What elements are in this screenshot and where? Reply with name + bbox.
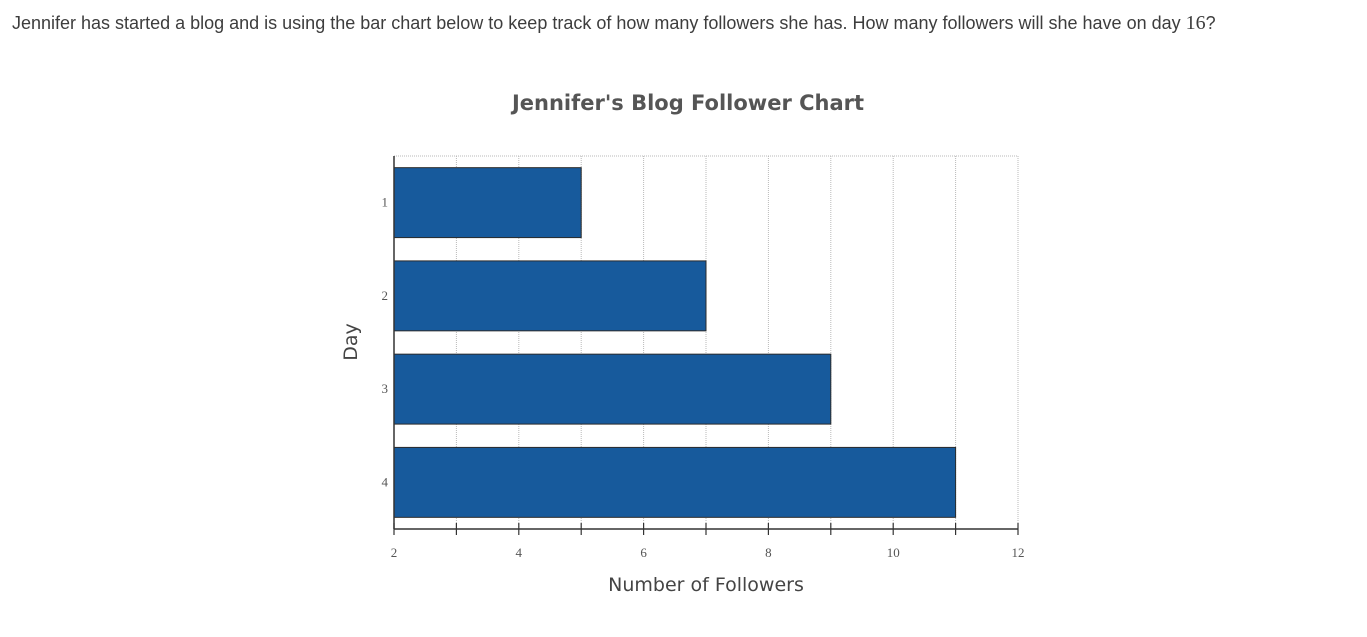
x-tick-label-2: 2: [391, 545, 398, 560]
x-tick-label-12: 12: [1012, 545, 1025, 560]
y-tick-label-1: 1: [382, 195, 389, 210]
bar-day-2: [393, 260, 707, 332]
x-tick-label-10: 10: [887, 545, 900, 560]
question-prefix: Jennifer has started a blog and is using…: [12, 13, 1186, 33]
question-day-number: 16: [1185, 12, 1206, 34]
bar-day-3: [393, 353, 832, 425]
bar-day-4: [393, 446, 957, 518]
y-tick-label-4: 4: [382, 474, 389, 489]
x-axis-label: Number of Followers: [608, 574, 804, 596]
question-text: Jennifer has started a blog and is using…: [12, 12, 1216, 35]
question-suffix: ?: [1205, 13, 1216, 33]
y-tick-label-3: 3: [382, 381, 389, 396]
x-tick-label-8: 8: [765, 545, 772, 560]
x-tick-label-4: 4: [516, 545, 523, 560]
bar-day-1: [393, 167, 582, 239]
axes: [393, 156, 1019, 535]
y-tick-label-2: 2: [382, 288, 389, 303]
chart-title: Jennifer's Blog Follower Chart: [510, 91, 864, 115]
y-axis-label: Day: [340, 323, 362, 361]
bars: [393, 167, 957, 518]
x-tick-label-6: 6: [640, 545, 647, 560]
